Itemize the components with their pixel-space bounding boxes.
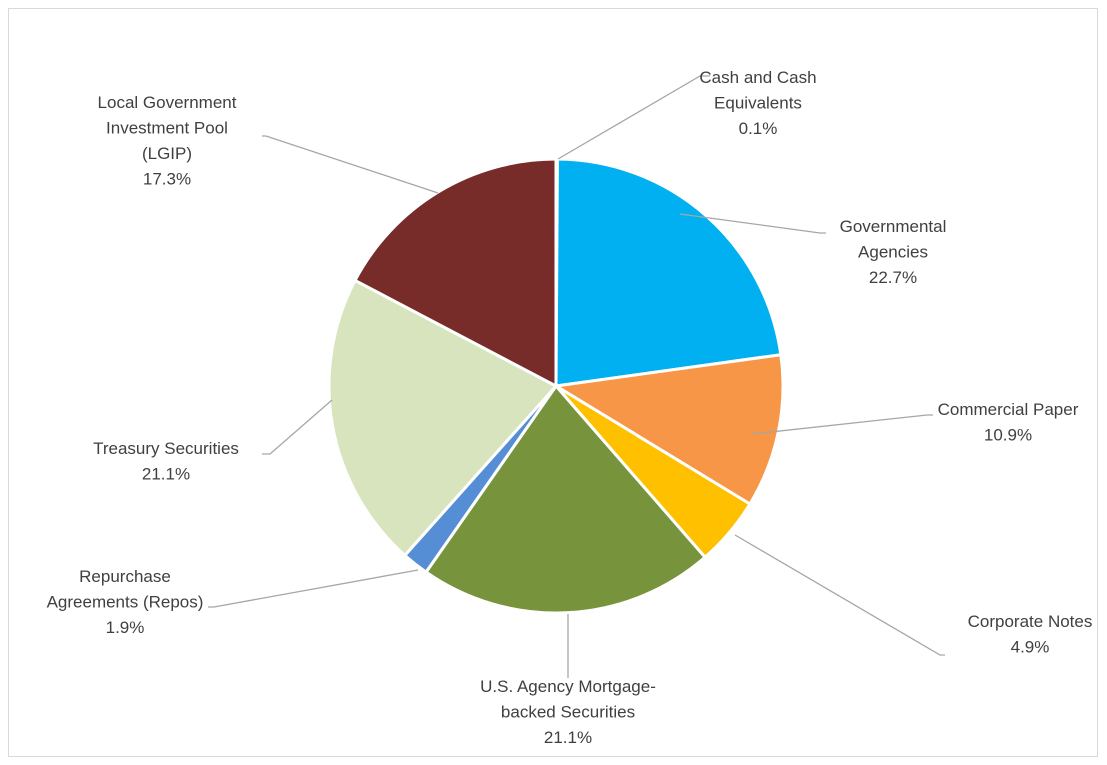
leader-lines xyxy=(208,75,945,678)
data-label-value-5: 1.9% xyxy=(106,618,145,637)
data-label-value-7: 17.3% xyxy=(143,170,191,189)
pie-slice-2 xyxy=(554,353,785,506)
data-label-category-1: Agencies xyxy=(858,243,928,262)
data-label-category-4: backed Securities xyxy=(501,703,635,722)
data-label-value-4: 21.1% xyxy=(544,728,592,747)
data-label-category-0: Cash and Cash xyxy=(699,68,816,87)
leader-line-7 xyxy=(262,135,439,194)
data-label-category-1: Governmental xyxy=(840,217,947,236)
leader-line-5 xyxy=(208,569,419,608)
leader-line-1 xyxy=(679,213,826,234)
data-label-category-7: Investment Pool xyxy=(106,119,228,138)
data-label-category-6: Treasury Securities xyxy=(93,439,239,458)
leader-line-2 xyxy=(751,414,933,435)
data-label-category-5: Repurchase xyxy=(79,567,171,586)
data-label-value-0: 0.1% xyxy=(739,119,778,138)
pie-slice-6 xyxy=(327,278,558,557)
data-label-category-5: Agreements (Repos) xyxy=(47,593,204,612)
data-label-value-3: 4.9% xyxy=(1011,638,1050,657)
data-labels: Cash and Cash Equivalents 0.1% Governmental… xyxy=(47,68,1093,747)
data-label-category-7: (LGIP) xyxy=(142,144,192,163)
leader-line-3 xyxy=(734,534,945,656)
pie-slice-4 xyxy=(424,384,707,615)
data-label-category-3: Corporate Notes xyxy=(968,612,1093,631)
pie-slices xyxy=(327,157,785,615)
data-label-value-6: 21.1% xyxy=(142,465,190,484)
leader-line-0 xyxy=(557,75,710,160)
data-label-category-2: Commercial Paper xyxy=(938,400,1079,419)
data-label-value-2: 10.9% xyxy=(984,426,1032,445)
data-label-category-4: U.S. Agency Mortgage- xyxy=(480,677,656,696)
data-label-value-1: 22.7% xyxy=(869,268,917,287)
pie-slice-1 xyxy=(554,157,783,388)
leader-line-6 xyxy=(262,399,333,455)
data-label-category-0: Equivalents xyxy=(714,94,802,113)
data-label-category-7: Local Government xyxy=(98,93,237,112)
pie-slice-7 xyxy=(353,157,558,388)
